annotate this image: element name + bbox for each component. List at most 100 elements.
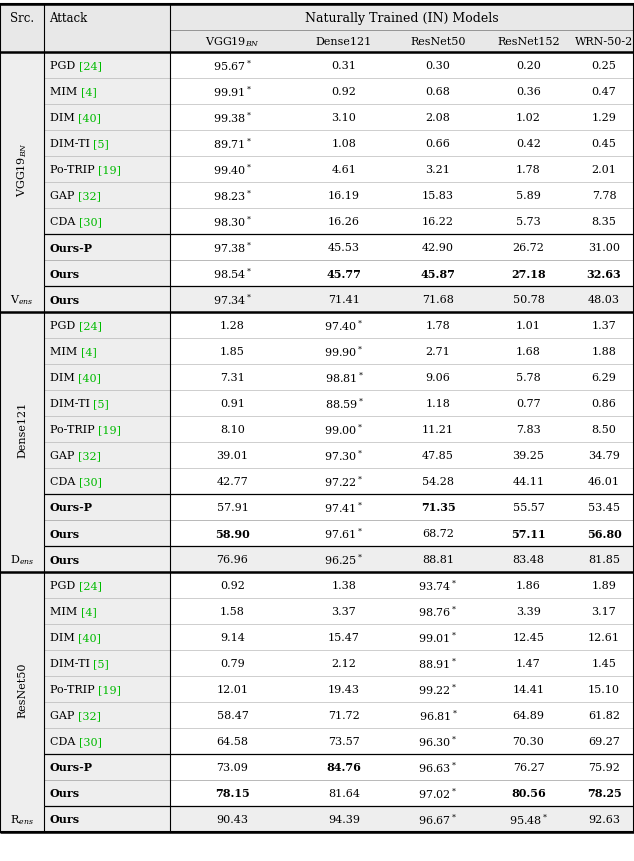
Text: 39.01: 39.01 bbox=[216, 450, 249, 461]
Text: 45.53: 45.53 bbox=[328, 243, 360, 253]
Text: Po-TRIP: Po-TRIP bbox=[50, 424, 98, 435]
Bar bbox=[0, 53, 170, 287]
Text: 48.03: 48.03 bbox=[588, 294, 620, 305]
Text: 0.79: 0.79 bbox=[220, 659, 245, 668]
Text: 84.76: 84.76 bbox=[327, 762, 361, 772]
Text: 0.47: 0.47 bbox=[592, 87, 616, 97]
Text: 1.08: 1.08 bbox=[332, 139, 356, 149]
Text: Naturally Trained (IN) Models: Naturally Trained (IN) Models bbox=[305, 11, 499, 24]
Text: 81.64: 81.64 bbox=[328, 788, 360, 798]
Text: 73.57: 73.57 bbox=[328, 736, 360, 746]
Text: 1.68: 1.68 bbox=[516, 347, 541, 356]
Text: 68.72: 68.72 bbox=[422, 529, 454, 538]
Text: 16.26: 16.26 bbox=[328, 217, 360, 226]
Text: 7.31: 7.31 bbox=[220, 373, 245, 382]
Text: 8.50: 8.50 bbox=[592, 424, 616, 435]
Text: 96.25$^*$: 96.25$^*$ bbox=[325, 552, 363, 567]
Text: 97.30$^*$: 97.30$^*$ bbox=[325, 449, 364, 462]
Text: 98.30$^*$: 98.30$^*$ bbox=[213, 214, 252, 229]
Text: 99.38$^*$: 99.38$^*$ bbox=[213, 110, 252, 125]
Text: 27.18: 27.18 bbox=[511, 268, 546, 279]
Text: 97.02$^*$: 97.02$^*$ bbox=[418, 786, 458, 801]
Text: 1.58: 1.58 bbox=[220, 606, 245, 616]
Text: 71.35: 71.35 bbox=[420, 502, 455, 513]
Text: PGD: PGD bbox=[50, 320, 79, 331]
Text: 0.45: 0.45 bbox=[592, 139, 616, 149]
Text: 97.38$^*$: 97.38$^*$ bbox=[213, 240, 252, 255]
Text: 0.31: 0.31 bbox=[332, 61, 356, 71]
Text: [40]: [40] bbox=[78, 632, 101, 642]
Text: 96.67$^*$: 96.67$^*$ bbox=[418, 812, 458, 827]
Text: 97.61$^*$: 97.61$^*$ bbox=[325, 526, 364, 541]
Text: [32]: [32] bbox=[78, 710, 101, 720]
Text: 50.78: 50.78 bbox=[512, 294, 545, 305]
Bar bbox=[0, 573, 170, 806]
Text: Ours: Ours bbox=[50, 268, 80, 279]
Text: 71.72: 71.72 bbox=[328, 710, 360, 720]
Text: 78.25: 78.25 bbox=[586, 788, 621, 798]
Text: [24]: [24] bbox=[79, 61, 101, 71]
Text: 96.30$^*$: 96.30$^*$ bbox=[418, 734, 458, 748]
Text: DIM: DIM bbox=[50, 632, 78, 642]
Text: 46.01: 46.01 bbox=[588, 476, 620, 486]
Text: 94.39: 94.39 bbox=[328, 814, 360, 824]
Text: V$_{ens}$: V$_{ens}$ bbox=[10, 293, 34, 307]
Text: 1.88: 1.88 bbox=[592, 347, 616, 356]
Text: Ours: Ours bbox=[50, 294, 80, 305]
Text: MIM: MIM bbox=[50, 87, 81, 97]
Text: 71.68: 71.68 bbox=[422, 294, 454, 305]
Text: 98.76$^*$: 98.76$^*$ bbox=[418, 604, 458, 618]
Text: 1.02: 1.02 bbox=[516, 113, 541, 123]
Text: 1.29: 1.29 bbox=[592, 113, 616, 123]
Text: 95.48$^*$: 95.48$^*$ bbox=[509, 812, 548, 827]
Text: 1.85: 1.85 bbox=[220, 347, 245, 356]
Text: 76.27: 76.27 bbox=[513, 762, 545, 772]
Text: 5.78: 5.78 bbox=[516, 373, 541, 382]
Bar bbox=[170, 573, 634, 806]
Text: 2.71: 2.71 bbox=[425, 347, 450, 356]
Text: [4]: [4] bbox=[81, 347, 96, 356]
Text: 96.81$^*$: 96.81$^*$ bbox=[418, 708, 458, 722]
Text: 0.20: 0.20 bbox=[516, 61, 541, 71]
Text: 88.59$^*$: 88.59$^*$ bbox=[325, 396, 363, 411]
Text: 57.91: 57.91 bbox=[217, 503, 249, 512]
Text: Ours-P: Ours-P bbox=[50, 762, 93, 772]
Text: 78.15: 78.15 bbox=[215, 788, 250, 798]
Text: 31.00: 31.00 bbox=[588, 243, 620, 253]
Text: CDA: CDA bbox=[50, 476, 79, 486]
Text: CDA: CDA bbox=[50, 217, 79, 226]
Text: 42.77: 42.77 bbox=[217, 476, 249, 486]
Text: [40]: [40] bbox=[78, 373, 101, 382]
Text: 80.56: 80.56 bbox=[511, 788, 546, 798]
Text: 12.45: 12.45 bbox=[512, 632, 545, 642]
Text: Attack: Attack bbox=[49, 11, 87, 24]
Text: 96.63$^*$: 96.63$^*$ bbox=[418, 759, 458, 774]
Bar bbox=[0, 313, 170, 547]
Text: 0.36: 0.36 bbox=[516, 87, 541, 97]
Text: Ours: Ours bbox=[50, 528, 80, 539]
Text: 14.41: 14.41 bbox=[512, 684, 545, 694]
Text: 15.10: 15.10 bbox=[588, 684, 620, 694]
Bar bbox=[0, 5, 634, 53]
Text: 1.37: 1.37 bbox=[592, 320, 616, 331]
Text: 5.89: 5.89 bbox=[516, 191, 541, 201]
Text: PGD: PGD bbox=[50, 580, 79, 591]
Text: 7.78: 7.78 bbox=[592, 191, 616, 201]
Text: DIM: DIM bbox=[50, 373, 78, 382]
Text: 98.54$^*$: 98.54$^*$ bbox=[213, 266, 252, 281]
Text: 39.25: 39.25 bbox=[512, 450, 545, 461]
Text: 97.34$^*$: 97.34$^*$ bbox=[213, 293, 252, 307]
Text: 95.67$^*$: 95.67$^*$ bbox=[213, 59, 252, 73]
Text: 88.91$^*$: 88.91$^*$ bbox=[418, 656, 458, 671]
Text: 11.21: 11.21 bbox=[422, 424, 454, 435]
Text: GAP: GAP bbox=[50, 710, 78, 720]
Text: 97.41$^*$: 97.41$^*$ bbox=[325, 500, 364, 515]
Text: VGG19$_{BN}$: VGG19$_{BN}$ bbox=[15, 142, 29, 197]
Text: 0.92: 0.92 bbox=[220, 580, 245, 591]
Text: MIM: MIM bbox=[50, 347, 81, 356]
Text: 89.71$^*$: 89.71$^*$ bbox=[213, 137, 252, 152]
Text: 53.45: 53.45 bbox=[588, 503, 620, 512]
Text: 99.00$^*$: 99.00$^*$ bbox=[325, 422, 364, 437]
Text: 90.43: 90.43 bbox=[216, 814, 249, 824]
Text: Po-TRIP: Po-TRIP bbox=[50, 684, 98, 694]
